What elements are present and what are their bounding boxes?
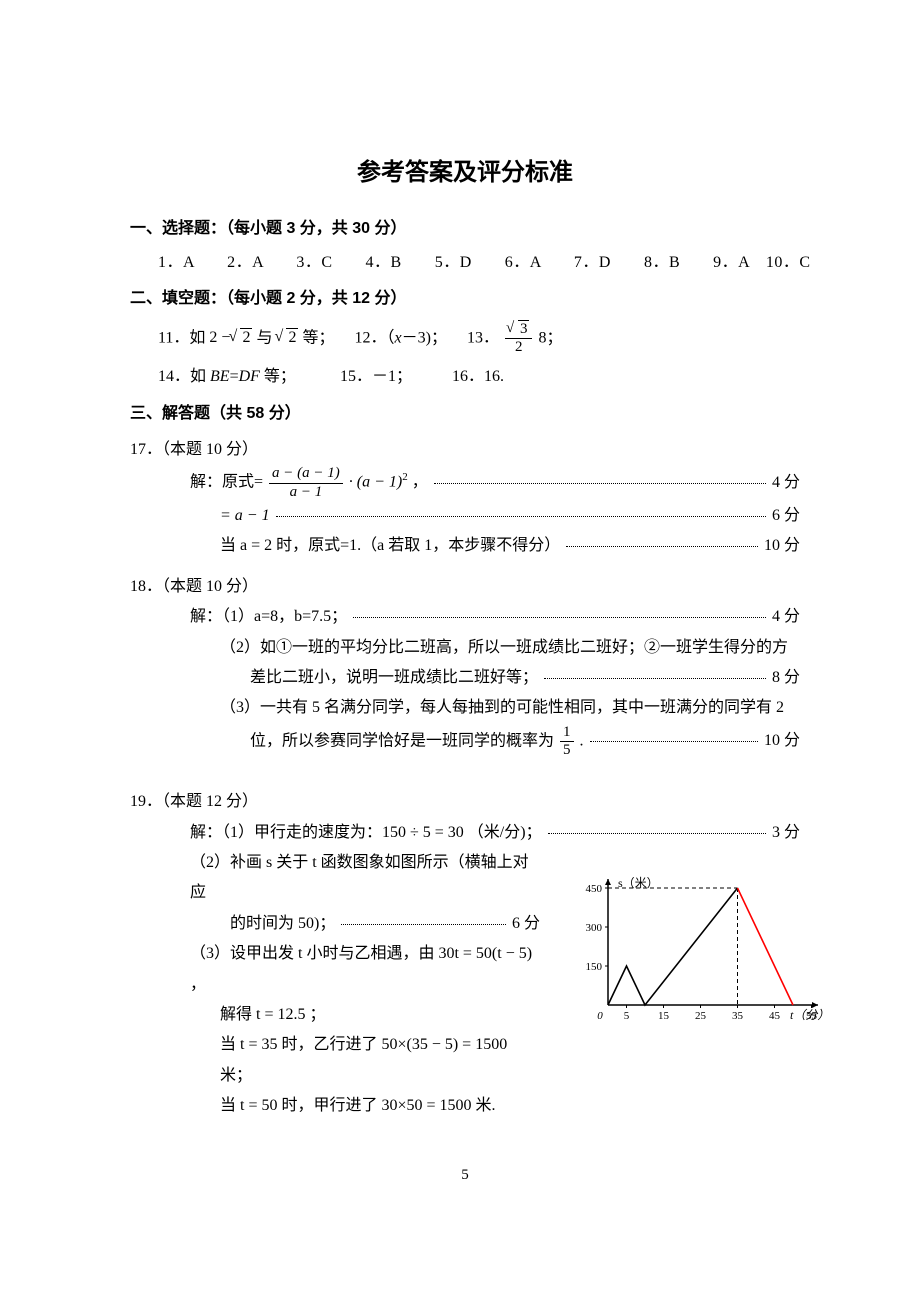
q19-l3c: 当 t = 35 时，乙行进了 50×(35 − 5) = 1500 米； xyxy=(130,1030,540,1091)
q13-den: 2 xyxy=(505,339,533,356)
fill-row-2: 14．如 BE=DF 等； 15．－1； 16．16. xyxy=(130,362,800,392)
q19-l1-pts: 3 分 xyxy=(772,818,800,848)
q19-l3a: （3）设甲出发 t 小时与乙相遇，由 30t = 50(t − 5) ， xyxy=(130,939,540,1000)
q11-m1a: 2 − xyxy=(209,329,230,346)
dots-leader xyxy=(341,910,506,924)
dots-leader xyxy=(548,819,766,833)
q17-frac-den: a − 1 xyxy=(269,484,343,501)
q17-mid: · (a − 1) xyxy=(349,474,402,491)
chart-svg: 150300450515253545550s（米）t（分） xyxy=(570,865,830,1035)
svg-text:25: 25 xyxy=(695,1010,707,1022)
dots-leader xyxy=(590,728,758,742)
q11-expr: 2 − 2 xyxy=(209,323,252,353)
q19-l2b-left: 的时间为 50)； xyxy=(230,909,335,939)
q17-l2-left: = a − 1 xyxy=(220,501,270,531)
q18-head: 18．（本题 10 分） xyxy=(130,572,800,602)
q19-l2b-pts: 6 分 xyxy=(512,909,540,939)
q18-l3a: （3）一共有 5 名满分同学，每人每抽到的可能性相同，其中一班满分的同学有 2 xyxy=(130,693,800,723)
q11-suffix: 等； xyxy=(302,329,334,346)
q18-l3b-a: 位，所以参赛同学恰好是一班同学的概率为 xyxy=(250,732,554,749)
q18-frac-num: 1 xyxy=(560,724,574,742)
q13-num: 3 xyxy=(518,320,530,337)
q17-l3-pts: 10 分 xyxy=(764,531,800,561)
dots-leader xyxy=(276,503,766,517)
svg-text:150: 150 xyxy=(586,961,603,973)
svg-text:45: 45 xyxy=(769,1010,781,1022)
q11-prefix: 11．如 xyxy=(158,329,205,346)
fill-row-1: 11．如 2 − 2 与 2 等； 12．（x－3)； 13． 3 2 8； xyxy=(130,321,800,357)
q18-l1-left: 解：（1）a=8，b=7.5； xyxy=(190,602,347,632)
q11-mid: 与 xyxy=(256,329,272,346)
q18-frac-den: 5 xyxy=(560,742,574,759)
svg-text:5: 5 xyxy=(624,1010,630,1022)
page-title: 参考答案及评分标准 xyxy=(130,150,800,196)
q18-frac: 1 5 xyxy=(560,724,574,760)
q11-sqrt2a: 2 xyxy=(240,328,252,346)
q15: 15．－1； xyxy=(340,368,412,385)
q17-frac-num: a − (a − 1) xyxy=(269,465,343,483)
q17-line1: 解：原式= a − (a − 1) a − 1 · (a − 1)2 ， 4 分 xyxy=(130,465,800,501)
dots-leader xyxy=(566,533,758,547)
q18-l2b-left: 差比二班小，说明一班成绩比二班好等； xyxy=(250,663,538,693)
sqrt-icon: 2 xyxy=(276,323,298,353)
q19-l2a: （2）补画 s 关于 t 函数图象如图所示（横轴上对应 xyxy=(130,848,540,909)
q13-frac: 3 2 xyxy=(505,321,533,357)
svg-text:300: 300 xyxy=(586,922,603,934)
q19-line2b: 的时间为 50)； 6 分 xyxy=(130,909,540,939)
q19-line1: 解：（1）甲行走的速度为：150 ÷ 5 = 30 （米/分)； 3 分 xyxy=(130,818,800,848)
q19-l3b: 解得 t = 12.5 ； xyxy=(130,1000,540,1030)
q12-tail: －3)； xyxy=(402,329,447,346)
sqrt-icon: 3 xyxy=(508,321,530,338)
q14-prefix: 14．如 xyxy=(158,368,210,385)
q17-head: 17．（本题 10 分） xyxy=(130,435,800,465)
section2-heading: 二、填空题：（每小题 2 分，共 12 分） xyxy=(130,284,800,314)
q17-l1-left: 解：原式= xyxy=(190,474,263,491)
q17-line2: = a − 1 6 分 xyxy=(130,501,800,531)
q12-expr: x xyxy=(395,329,402,346)
q18-line1: 解：（1）a=8，b=7.5； 4 分 xyxy=(130,602,800,632)
q18-line2b: 差比二班小，说明一班成绩比二班好等； 8 分 xyxy=(130,663,800,693)
q14-tail: 等； xyxy=(260,368,296,385)
q17-line3: 当 a = 2 时，原式=1.（a 若取 1，本步骤不得分） 10 分 xyxy=(130,531,800,561)
q18-l3b-b: . xyxy=(580,732,584,749)
q18-l2a: （2）如①一班的平均分比二班高，所以一班成绩比二班好；②一班学生得分的方 xyxy=(130,633,800,663)
sqrt-icon: 2 xyxy=(230,323,252,353)
q19-l3d: 当 t = 50 时，甲行进了 30×50 = 1500 米. xyxy=(130,1091,540,1121)
q17-frac: a − (a − 1) a − 1 xyxy=(269,465,343,501)
q17-l2-pts: 6 分 xyxy=(772,501,800,531)
q17-comma: ， xyxy=(408,474,428,491)
q18-l2b-pts: 8 分 xyxy=(772,663,800,693)
q12-label: 12．（ xyxy=(354,329,394,346)
svg-text:35: 35 xyxy=(732,1010,744,1022)
dots-leader xyxy=(434,469,766,483)
q17-l1-pts: 4 分 xyxy=(772,468,800,498)
dots-leader xyxy=(544,665,766,679)
q13-label: 13． xyxy=(467,329,499,346)
q14-l: BE xyxy=(210,368,230,385)
q14-r: DF xyxy=(239,368,260,385)
svg-text:450: 450 xyxy=(586,883,603,895)
q18-line3b: 位，所以参赛同学恰好是一班同学的概率为 1 5 . 10 分 xyxy=(130,724,800,760)
svg-text:t（分）: t（分） xyxy=(790,1008,829,1022)
q19-head: 19．（本题 12 分） xyxy=(130,787,800,817)
mc-answers: 1．A 2．A 3．C 4．B 5．D 6．A 7．D 8．B 9．A 10．C xyxy=(130,248,800,278)
section3-heading: 三、解答题（共 58 分） xyxy=(130,399,800,429)
q19-l1-left: 解：（1）甲行走的速度为：150 ÷ 5 = 30 （米/分)； xyxy=(190,818,542,848)
q11-sqrt2b: 2 xyxy=(286,328,298,346)
page-number: 5 xyxy=(130,1161,800,1190)
svg-text:0: 0 xyxy=(597,1010,603,1022)
q18-l3b-pts: 10 分 xyxy=(764,726,800,756)
q17-l3-left: 当 a = 2 时，原式=1.（a 若取 1，本步骤不得分） xyxy=(220,531,560,561)
dots-leader xyxy=(353,604,766,618)
q13-tail: 8； xyxy=(534,329,562,346)
section1-heading: 一、选择题：（每小题 3 分，共 30 分） xyxy=(130,214,800,244)
distance-time-chart: 150300450515253545550s（米）t（分） xyxy=(570,865,830,1035)
svg-text:15: 15 xyxy=(658,1010,670,1022)
q16: 16．16. xyxy=(452,368,504,385)
q18-l1-pts: 4 分 xyxy=(772,602,800,632)
